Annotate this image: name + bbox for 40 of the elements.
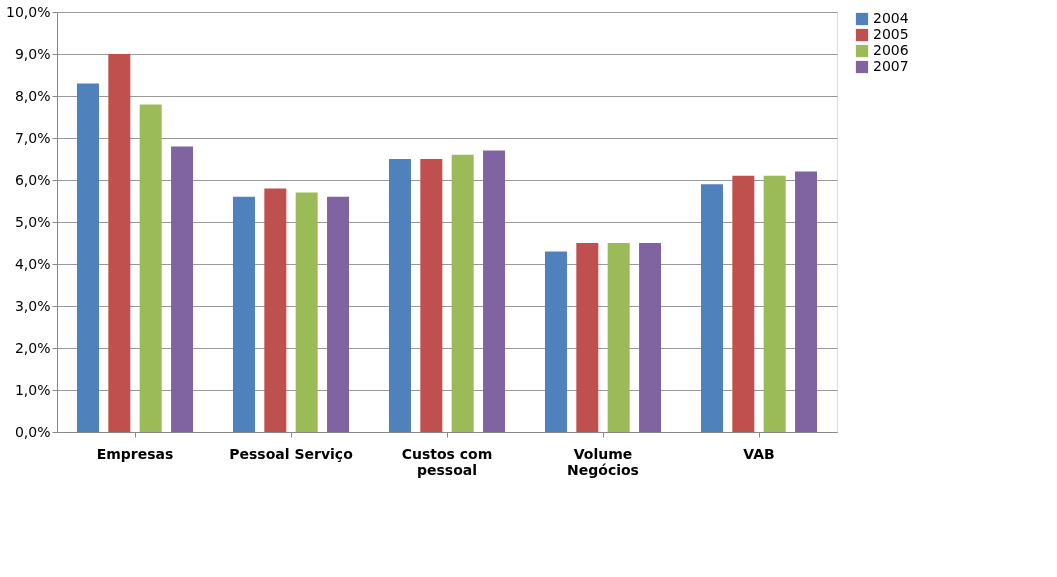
y-tick-label: 1,0% xyxy=(14,381,51,398)
y-tick-label: 2,0% xyxy=(14,339,51,356)
bar xyxy=(544,251,567,432)
bar xyxy=(232,196,255,432)
bar xyxy=(483,150,506,432)
legend-label: 2006 xyxy=(873,42,909,58)
x-tick-label: Custos com pessoal xyxy=(401,445,493,478)
bar xyxy=(139,104,162,432)
y-tick-label: 8,0% xyxy=(14,87,51,104)
y-tick-label: 9,0% xyxy=(14,45,51,62)
bar xyxy=(388,159,411,432)
bar xyxy=(420,159,443,432)
legend-label: 2004 xyxy=(873,10,909,26)
y-tick-label: 0,0% xyxy=(14,423,51,440)
bar xyxy=(264,188,287,432)
bar xyxy=(795,171,818,432)
y-tick-label: 5,0% xyxy=(14,213,51,230)
bar xyxy=(576,243,599,432)
bar xyxy=(295,192,318,432)
x-tick-label: Empresas xyxy=(96,445,174,462)
bar xyxy=(108,54,131,432)
bar xyxy=(763,175,786,432)
x-tick-label: Volume Negócios xyxy=(567,445,639,478)
bar xyxy=(732,175,755,432)
y-tick-label: 7,0% xyxy=(14,129,51,146)
bar xyxy=(700,184,723,432)
bar xyxy=(76,83,99,432)
bar xyxy=(639,243,662,432)
y-tick-label: 4,0% xyxy=(14,255,51,272)
x-tick-label: VAB xyxy=(743,445,775,462)
bar xyxy=(327,196,350,432)
legend-label: 2007 xyxy=(873,58,909,74)
x-tick-label: Pessoal Serviço xyxy=(229,445,354,462)
bar xyxy=(451,154,474,432)
bar xyxy=(607,243,630,432)
y-tick-label: 10,0% xyxy=(6,3,51,20)
y-tick-label: 3,0% xyxy=(14,297,51,314)
y-tick-label: 6,0% xyxy=(14,171,51,188)
bar xyxy=(171,146,194,432)
legend-label: 2005 xyxy=(873,26,909,42)
